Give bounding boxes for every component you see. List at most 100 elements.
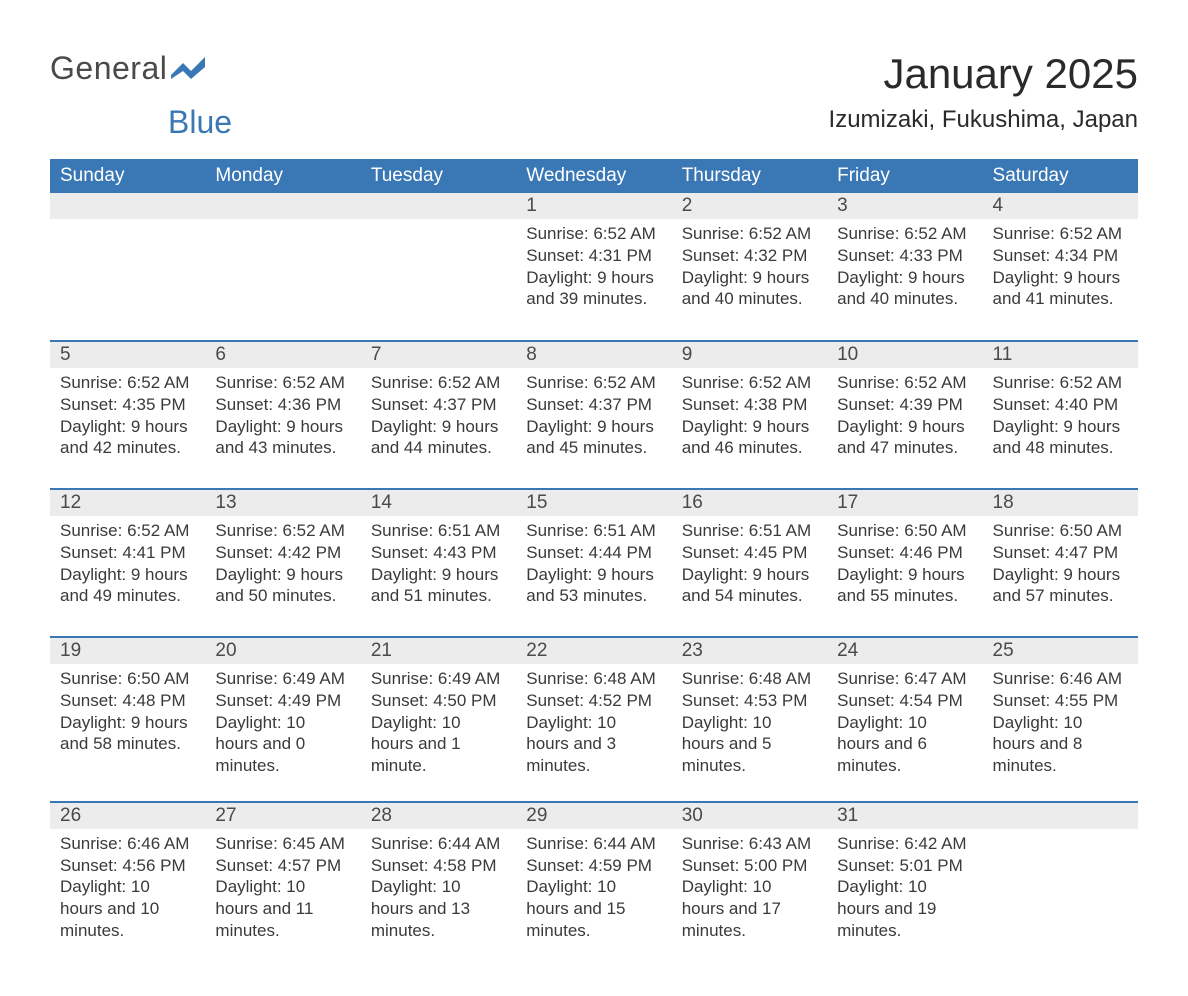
daylight-line: Daylight: 9 hours and 44 minutes. <box>371 417 499 458</box>
day-details: Sunrise: 6:52 AMSunset: 4:33 PMDaylight:… <box>827 219 982 334</box>
col-friday: Friday <box>827 159 982 193</box>
sunrise-line: Sunrise: 6:51 AM <box>526 521 655 540</box>
daylight-line: Daylight: 9 hours and 40 minutes. <box>682 268 810 309</box>
col-sunday: Sunday <box>50 159 205 193</box>
day-number: 23 <box>672 638 827 664</box>
sunrise-line: Sunrise: 6:47 AM <box>837 669 966 688</box>
calendar-cell: 6Sunrise: 6:52 AMSunset: 4:36 PMDaylight… <box>205 341 360 489</box>
daylight-line: Daylight: 9 hours and 45 minutes. <box>526 417 654 458</box>
day-details: Sunrise: 6:52 AMSunset: 4:32 PMDaylight:… <box>672 219 827 334</box>
day-details: Sunrise: 6:46 AMSunset: 4:56 PMDaylight:… <box>50 829 205 966</box>
day-details: Sunrise: 6:50 AMSunset: 4:48 PMDaylight:… <box>50 664 205 779</box>
day-details: Sunrise: 6:44 AMSunset: 4:58 PMDaylight:… <box>361 829 516 966</box>
calendar-cell: 31Sunrise: 6:42 AMSunset: 5:01 PMDayligh… <box>827 802 982 966</box>
day-details: Sunrise: 6:52 AMSunset: 4:35 PMDaylight:… <box>50 368 205 483</box>
day-number: 31 <box>827 803 982 829</box>
day-number: 21 <box>361 638 516 664</box>
day-number: 4 <box>983 193 1138 219</box>
day-number: 1 <box>516 193 671 219</box>
calendar-cell: 19Sunrise: 6:50 AMSunset: 4:48 PMDayligh… <box>50 637 205 802</box>
calendar-cell: 26Sunrise: 6:46 AMSunset: 4:56 PMDayligh… <box>50 802 205 966</box>
sunset-line: Sunset: 4:31 PM <box>526 246 652 265</box>
daylight-line: Daylight: 10 hours and 15 minutes. <box>526 877 625 940</box>
calendar-cell: 28Sunrise: 6:44 AMSunset: 4:58 PMDayligh… <box>361 802 516 966</box>
day-details: Sunrise: 6:43 AMSunset: 5:00 PMDaylight:… <box>672 829 827 966</box>
day-number: 8 <box>516 342 671 368</box>
sunrise-line: Sunrise: 6:49 AM <box>215 669 344 688</box>
day-details: Sunrise: 6:52 AMSunset: 4:37 PMDaylight:… <box>361 368 516 483</box>
day-number: 9 <box>672 342 827 368</box>
sunset-line: Sunset: 4:40 PM <box>993 395 1119 414</box>
sunrise-line: Sunrise: 6:45 AM <box>215 834 344 853</box>
calendar-week-row: 5Sunrise: 6:52 AMSunset: 4:35 PMDaylight… <box>50 341 1138 489</box>
day-details: Sunrise: 6:51 AMSunset: 4:44 PMDaylight:… <box>516 516 671 631</box>
calendar-cell: 14Sunrise: 6:51 AMSunset: 4:43 PMDayligh… <box>361 489 516 637</box>
day-details: Sunrise: 6:52 AMSunset: 4:37 PMDaylight:… <box>516 368 671 483</box>
sunset-line: Sunset: 4:35 PM <box>60 395 186 414</box>
calendar-cell <box>205 193 360 341</box>
sunrise-line: Sunrise: 6:52 AM <box>837 224 966 243</box>
day-details: Sunrise: 6:52 AM Sunset: 4:34 PM Daylight:… <box>983 219 1138 334</box>
sunrise-line: Sunrise: 6:46 AM <box>60 834 189 853</box>
sunset-line: Sunset: 4:49 PM <box>215 691 341 710</box>
day-number: 10 <box>827 342 982 368</box>
sunrise-line: Sunrise: 6:46 AM <box>993 669 1122 688</box>
col-tuesday: Tuesday <box>361 159 516 193</box>
sunrise-line: Sunrise: 6:52 AM <box>60 521 189 540</box>
calendar-cell <box>50 193 205 341</box>
day-details: Sunrise: 6:48 AMSunset: 4:53 PMDaylight:… <box>672 664 827 801</box>
sunrise-line: Sunrise: 6:52 AM <box>682 224 811 243</box>
calendar-cell: 3Sunrise: 6:52 AMSunset: 4:33 PMDaylight… <box>827 193 982 341</box>
sunset-line: Sunset: 4:50 PM <box>371 691 497 710</box>
sunset-line: Sunset: 4:42 PM <box>215 543 341 562</box>
daylight-line: Daylight: 9 hours and 41 minutes. <box>993 268 1121 309</box>
calendar-cell: 10Sunrise: 6:52 AMSunset: 4:39 PMDayligh… <box>827 341 982 489</box>
sunrise-line: Sunrise: 6:50 AM <box>837 521 966 540</box>
sunrise-line: Sunrise: 6:48 AM <box>682 669 811 688</box>
calendar-cell: 27Sunrise: 6:45 AMSunset: 4:57 PMDayligh… <box>205 802 360 966</box>
day-number: 15 <box>516 490 671 516</box>
sunrise-line: Sunrise: 6:49 AM <box>371 669 500 688</box>
day-number: 7 <box>361 342 516 368</box>
sunrise-line: Sunrise: 6:44 AM <box>371 834 500 853</box>
day-details: Sunrise: 6:51 AMSunset: 4:43 PMDaylight:… <box>361 516 516 631</box>
calendar-cell: 20Sunrise: 6:49 AMSunset: 4:49 PMDayligh… <box>205 637 360 802</box>
sunrise-line: Sunrise: 6:52 AM <box>526 373 655 392</box>
calendar-cell: 29Sunrise: 6:44 AMSunset: 4:59 PMDayligh… <box>516 802 671 966</box>
sunset-line: Sunset: 5:01 PM <box>837 856 963 875</box>
day-number <box>361 193 516 219</box>
daylight-line: Daylight: 10 hours and 11 minutes. <box>215 877 313 940</box>
day-details: Sunrise: 6:52 AMSunset: 4:39 PMDaylight:… <box>827 368 982 483</box>
day-details: Sunrise: 6:50 AMSunset: 4:46 PMDaylight:… <box>827 516 982 631</box>
sunset-line: Sunset: 4:38 PM <box>682 395 808 414</box>
calendar-cell: 11Sunrise: 6:52 AMSunset: 4:40 PMDayligh… <box>983 341 1138 489</box>
brand-part1: General <box>50 50 167 87</box>
sunset-line: Sunset: 4:53 PM <box>682 691 808 710</box>
day-number: 24 <box>827 638 982 664</box>
daylight-line: Daylight: 9 hours and 54 minutes. <box>682 565 810 606</box>
sunset-line: Sunset: 5:00 PM <box>682 856 808 875</box>
daylight-line: Daylight: 9 hours and 48 minutes. <box>993 417 1121 458</box>
col-monday: Monday <box>205 159 360 193</box>
day-number: 2 <box>672 193 827 219</box>
brand-swoosh-icon <box>171 50 205 87</box>
day-number: 6 <box>205 342 360 368</box>
sunrise-line: Sunrise: 6:52 AM <box>215 373 344 392</box>
daylight-line: Daylight: 9 hours and 57 minutes. <box>993 565 1121 606</box>
weekday-header-row: Sunday Monday Tuesday Wednesday Thursday… <box>50 159 1138 193</box>
sunrise-line: Sunrise: 6:50 AM <box>60 669 189 688</box>
sunset-line: Sunset: 4:33 PM <box>837 246 963 265</box>
sunrise-line: Sunrise: 6:52 AM <box>993 373 1122 392</box>
sunset-line: Sunset: 4:34 PM <box>993 246 1119 265</box>
col-wednesday: Wednesday <box>516 159 671 193</box>
day-details: Sunrise: 6:52 AMSunset: 4:38 PMDaylight:… <box>672 368 827 483</box>
calendar-cell: 30Sunrise: 6:43 AMSunset: 5:00 PMDayligh… <box>672 802 827 966</box>
day-details: Sunrise: 6:46 AMSunset: 4:55 PMDaylight:… <box>983 664 1138 801</box>
daylight-line: Daylight: 9 hours and 42 minutes. <box>60 417 188 458</box>
sunrise-line: Sunrise: 6:52 AM <box>993 224 1122 243</box>
daylight-line: Daylight: 10 hours and 0 minutes. <box>215 713 305 776</box>
day-details: Sunrise: 6:49 AM Sunset: 4:49 PM Daylight:… <box>205 664 360 801</box>
sunrise-line: Sunrise: 6:52 AM <box>837 373 966 392</box>
day-number: 27 <box>205 803 360 829</box>
day-details: Sunrise: 6:52 AMSunset: 4:36 PMDaylight:… <box>205 368 360 483</box>
